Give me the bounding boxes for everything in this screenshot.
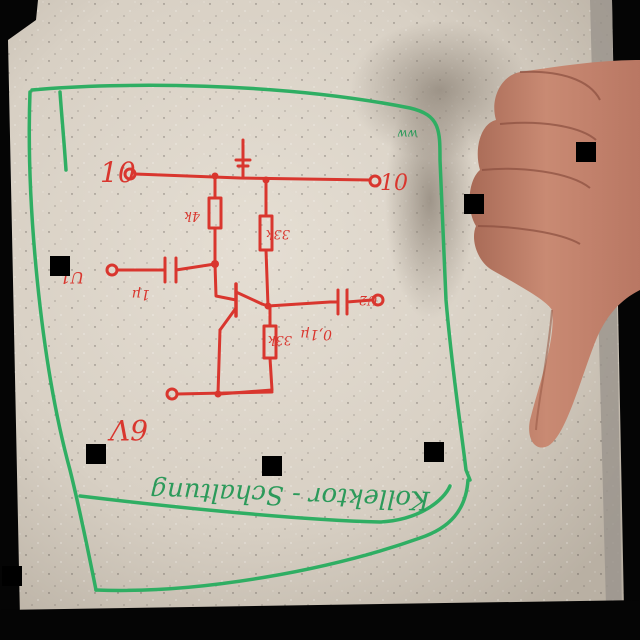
redaction-squares: [2, 142, 596, 586]
top-rail: [133, 172, 372, 182]
label-ground: 6V: [107, 413, 148, 446]
label-c-in: 1µ: [132, 286, 150, 302]
label-right-supply: 10: [380, 171, 408, 196]
schematic: [105, 138, 385, 401]
label-r-33k-top: 33k: [265, 226, 290, 241]
label-r-33k-bottom: 33k: [267, 332, 292, 347]
label-c-out: 0,1µ: [301, 326, 332, 342]
output-capacitor: [328, 288, 374, 316]
label-signal-out: U2: [359, 292, 378, 307]
green-frame: [27, 83, 472, 593]
output-terminal: [371, 293, 385, 307]
label-r-4k: 4k: [184, 208, 201, 223]
input-capacitor: [115, 256, 217, 284]
thumbs-down-icon: [469, 60, 640, 448]
terminal-right: [368, 174, 382, 188]
corner-note: ww: [397, 127, 418, 141]
label-left-supply: 10: [100, 156, 136, 189]
supply-symbol: [234, 138, 252, 180]
bottom-rail: [175, 390, 274, 396]
